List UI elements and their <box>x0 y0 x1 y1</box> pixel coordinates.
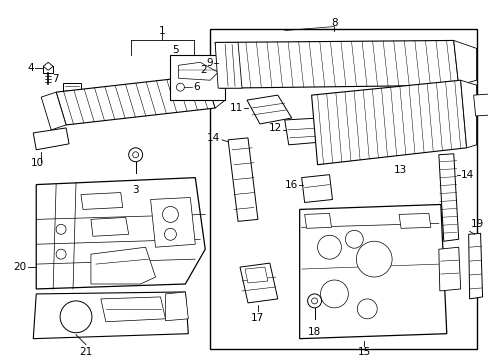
Text: 16: 16 <box>284 180 297 190</box>
Polygon shape <box>41 92 66 130</box>
Text: 20: 20 <box>13 262 26 272</box>
Polygon shape <box>91 217 128 236</box>
Polygon shape <box>205 70 224 108</box>
Circle shape <box>357 299 376 319</box>
Polygon shape <box>33 128 69 150</box>
Polygon shape <box>246 95 291 124</box>
Text: 15: 15 <box>357 347 370 357</box>
Polygon shape <box>101 297 165 322</box>
Circle shape <box>317 235 341 259</box>
Text: 6: 6 <box>193 82 200 92</box>
Text: 19: 19 <box>469 219 483 229</box>
Polygon shape <box>81 193 122 210</box>
Polygon shape <box>453 40 476 85</box>
Text: 2: 2 <box>200 65 206 75</box>
Polygon shape <box>215 40 458 88</box>
Polygon shape <box>473 94 488 116</box>
Circle shape <box>60 301 92 333</box>
Text: 12: 12 <box>268 123 281 133</box>
Polygon shape <box>56 75 215 125</box>
Text: 14: 14 <box>206 133 220 143</box>
Polygon shape <box>227 138 257 221</box>
Text: 1: 1 <box>159 26 165 36</box>
Bar <box>210 28 476 348</box>
Bar <box>43 66 53 73</box>
Polygon shape <box>311 80 466 165</box>
Polygon shape <box>33 292 188 339</box>
Circle shape <box>164 228 176 240</box>
Bar <box>63 83 81 96</box>
Text: 10: 10 <box>31 158 44 168</box>
Polygon shape <box>460 80 476 148</box>
Text: 14: 14 <box>460 170 473 180</box>
Bar <box>170 55 224 100</box>
Circle shape <box>189 83 199 93</box>
Polygon shape <box>398 213 430 228</box>
Circle shape <box>56 224 66 234</box>
Polygon shape <box>165 292 188 321</box>
Text: 3: 3 <box>132 185 139 195</box>
Text: 18: 18 <box>307 327 321 337</box>
Polygon shape <box>284 118 323 145</box>
Polygon shape <box>304 213 331 228</box>
Polygon shape <box>240 263 277 303</box>
Text: 5: 5 <box>172 45 179 55</box>
Circle shape <box>320 280 347 308</box>
Polygon shape <box>215 42 242 88</box>
Polygon shape <box>299 204 446 339</box>
Text: 13: 13 <box>393 165 407 175</box>
Circle shape <box>356 241 391 277</box>
Polygon shape <box>438 154 458 241</box>
Text: 9: 9 <box>206 58 213 68</box>
Circle shape <box>128 148 142 162</box>
Polygon shape <box>43 62 53 70</box>
Circle shape <box>162 206 178 222</box>
Text: 8: 8 <box>330 18 337 28</box>
Circle shape <box>307 294 321 308</box>
Text: 17: 17 <box>251 313 264 323</box>
Circle shape <box>176 83 184 91</box>
Circle shape <box>132 152 139 158</box>
Text: 7: 7 <box>52 74 59 84</box>
Circle shape <box>311 298 317 304</box>
Text: 21: 21 <box>79 347 92 357</box>
Polygon shape <box>301 175 332 202</box>
Text: 11: 11 <box>229 103 243 113</box>
Polygon shape <box>438 247 460 291</box>
Circle shape <box>192 86 196 90</box>
Polygon shape <box>91 247 155 284</box>
Polygon shape <box>468 233 482 299</box>
Text: 4: 4 <box>28 63 34 73</box>
Polygon shape <box>244 267 267 283</box>
Circle shape <box>56 249 66 259</box>
Polygon shape <box>150 198 195 247</box>
Circle shape <box>345 230 363 248</box>
Polygon shape <box>36 177 205 289</box>
